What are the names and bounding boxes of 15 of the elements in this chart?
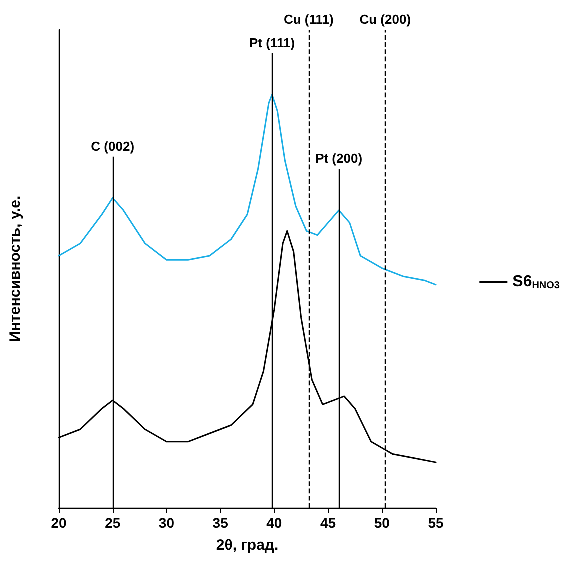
ref-line-label: Cu (111) (284, 12, 334, 27)
x-tick-label: 50 (374, 515, 390, 531)
y-axis-title: Интенсивность, у.е. (7, 196, 24, 342)
x-tick-label: 55 (428, 515, 444, 531)
x-tick-label: 40 (266, 515, 282, 531)
ref-line-label: C (002) (91, 138, 135, 154)
ref-line-label: Pt (200) (316, 151, 363, 166)
ref-line-label: Cu (200) (360, 12, 412, 27)
x-tick-label: 20 (51, 515, 67, 531)
x-tick-label: 30 (158, 515, 175, 531)
x-axis-title: 2θ, град. (216, 537, 279, 554)
ref-line-label: Pt (111) (250, 36, 296, 51)
x-tick-label: 45 (320, 515, 336, 531)
x-tick-label: 35 (212, 515, 229, 531)
x-tick-label: 25 (105, 515, 121, 531)
